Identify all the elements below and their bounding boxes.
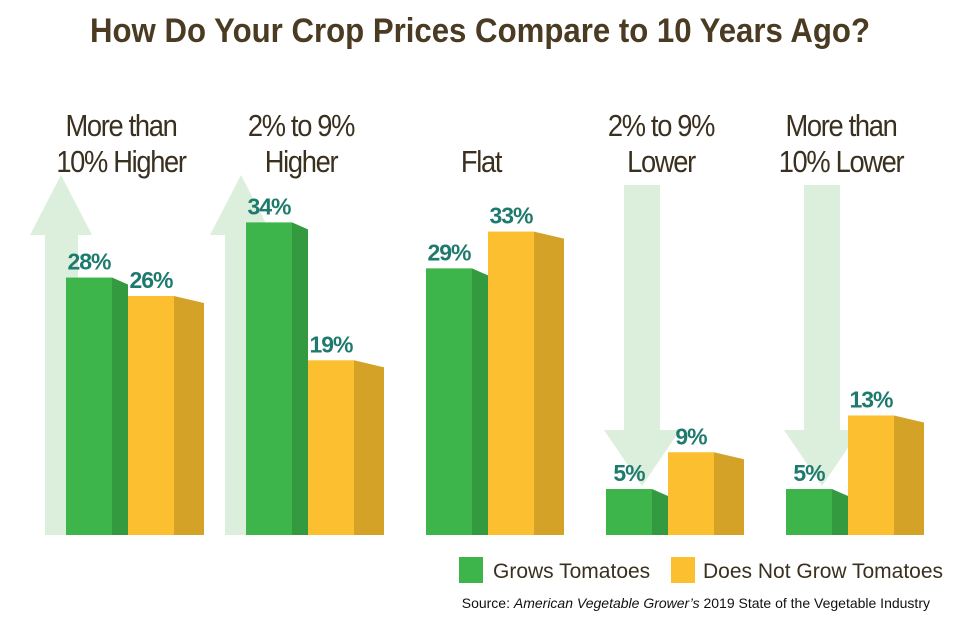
value-label: 34%	[247, 193, 291, 219]
bar	[606, 489, 652, 535]
bar-side	[534, 231, 564, 536]
value-label: 29%	[427, 239, 471, 265]
bar-side	[714, 452, 744, 535]
value-label: 19%	[309, 331, 353, 357]
category-label: 2% to 9% Lower	[607, 108, 716, 179]
bar-side	[832, 489, 848, 535]
legend-label: Does Not Grow Tomatoes	[703, 560, 943, 583]
source: Source: American Vegetable Grower’s 2019…	[462, 595, 930, 611]
down-arrow	[604, 185, 680, 486]
source-rest: 2019 State of the Vegetable Industry	[703, 595, 930, 611]
bar	[426, 268, 472, 535]
bar	[128, 295, 174, 535]
bar-side	[292, 222, 308, 535]
legend-label: Grows Tomatoes	[493, 560, 650, 583]
chart-title: How Do Your Crop Prices Compare to 10 Ye…	[90, 12, 870, 50]
bar	[246, 222, 292, 535]
bar-side	[472, 268, 488, 535]
value-label: 13%	[849, 386, 893, 412]
category-label: More than 10% Higher	[56, 108, 187, 179]
bar-side	[894, 415, 924, 535]
bar	[786, 489, 832, 535]
value-label: 5%	[793, 460, 825, 486]
bar-side	[354, 360, 384, 535]
value-label: 26%	[129, 267, 173, 293]
value-label: 33%	[489, 203, 533, 229]
bar	[848, 415, 894, 535]
bar-side	[112, 277, 128, 535]
bar-side	[652, 489, 668, 535]
bar-side	[174, 295, 204, 535]
bar	[308, 360, 354, 535]
bar	[66, 277, 112, 535]
value-label: 5%	[613, 460, 645, 486]
down-arrow	[784, 185, 860, 486]
legend-swatch	[671, 557, 695, 583]
bar	[488, 231, 534, 536]
source-publication: American Vegetable Grower’s	[513, 595, 700, 611]
legend-swatch	[459, 557, 483, 583]
category-label: More than 10% Lower	[778, 108, 905, 179]
value-label: 9%	[675, 423, 707, 449]
category-label: 2% to 9% Higher	[247, 108, 356, 179]
bar	[668, 452, 714, 535]
value-label: 28%	[67, 249, 111, 275]
category-label: Flat	[460, 144, 503, 179]
source-prefix: Source:	[462, 595, 510, 611]
